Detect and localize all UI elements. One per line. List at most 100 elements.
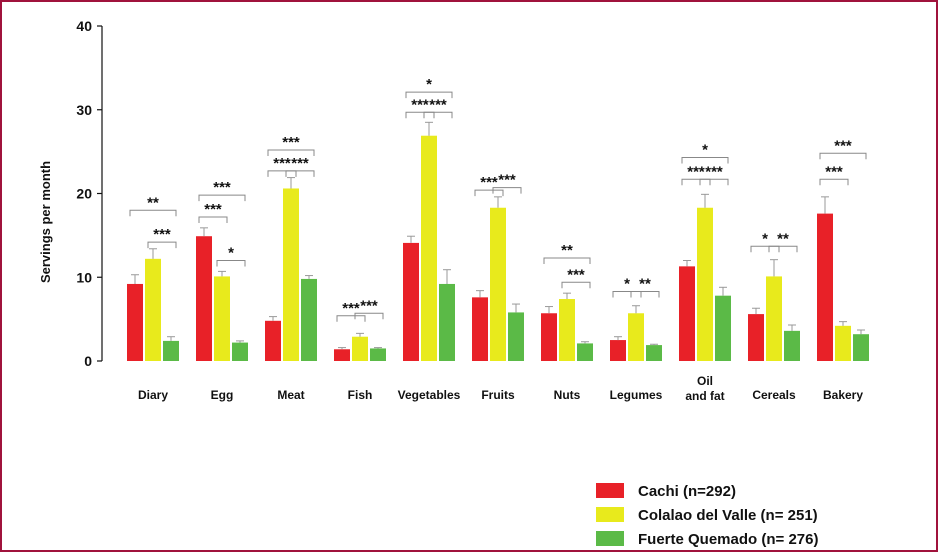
significance-label: *** xyxy=(213,179,231,196)
bar xyxy=(163,340,179,361)
y-tick-label: 30 xyxy=(76,102,92,118)
significance-bracket xyxy=(336,315,366,322)
category-label: Vegetables xyxy=(398,388,461,402)
category-label: and fat xyxy=(685,389,724,403)
significance-label: ** xyxy=(147,194,159,211)
y-tick-label: 40 xyxy=(76,18,92,34)
y-tick-label: 0 xyxy=(84,353,92,369)
significance-bracket xyxy=(267,149,315,156)
significance-bracket xyxy=(492,187,522,194)
significance-bracket xyxy=(354,312,384,320)
significance-label: * xyxy=(624,275,630,292)
bar xyxy=(490,207,506,361)
category-label: Oil xyxy=(697,374,713,388)
significance-bracket xyxy=(405,91,453,99)
bar xyxy=(610,340,626,361)
bar xyxy=(196,236,212,361)
significance-label: * xyxy=(702,141,708,158)
significance-label: * xyxy=(762,230,768,247)
legend-swatch xyxy=(596,507,624,522)
bar xyxy=(748,314,764,361)
category-label: Fish xyxy=(348,388,373,402)
significance-bracket xyxy=(474,189,504,197)
significance-bracket xyxy=(405,111,435,119)
significance-label: * xyxy=(426,76,432,93)
bar xyxy=(403,242,419,361)
significance-label: * xyxy=(228,245,234,262)
category-label: Meat xyxy=(277,388,304,402)
bar xyxy=(766,276,782,361)
y-tick-label: 20 xyxy=(76,186,92,202)
significance-bracket xyxy=(147,241,177,249)
bar xyxy=(232,342,248,361)
bar xyxy=(559,299,575,361)
legend-label: Colalao del Valle (n= 251) xyxy=(638,507,818,524)
significance-bracket xyxy=(216,260,246,267)
significance-bracket xyxy=(423,111,453,119)
legend: Cachi (n=292) Colalao del Valle (n= 251) F… xyxy=(596,483,818,548)
legend-swatch xyxy=(596,531,624,546)
significance-bracket xyxy=(285,170,315,177)
bar xyxy=(265,320,281,361)
category-labels: Diary Egg Meat Fish Vegetables Fruits Nuts Legu… xyxy=(138,374,863,403)
bar xyxy=(370,348,386,361)
bar xyxy=(646,345,662,361)
significance-label: *** xyxy=(825,163,843,180)
legend-label: Fuerte Quemado (n= 276) xyxy=(638,531,818,548)
significance-bracket xyxy=(750,245,780,253)
significance-bracket xyxy=(198,216,228,223)
significance-label: *** xyxy=(153,226,171,243)
bar xyxy=(352,336,368,361)
significance-bracket xyxy=(699,178,729,186)
category-label: Fruits xyxy=(481,388,515,402)
y-tick-label: 10 xyxy=(76,269,92,285)
bar xyxy=(127,283,143,361)
significance-bracket xyxy=(630,290,660,298)
significance-label: *** xyxy=(567,266,585,283)
significance-bracket xyxy=(267,170,297,177)
bar xyxy=(214,276,230,361)
bar xyxy=(439,283,455,361)
category-label: Legumes xyxy=(610,388,663,402)
bar xyxy=(679,266,695,361)
bar xyxy=(472,297,488,361)
bar xyxy=(835,325,851,361)
significance-bracket xyxy=(819,152,867,160)
y-axis-label: Servings per month xyxy=(38,161,53,283)
significance-label: *** xyxy=(687,163,705,180)
significance-label: *** xyxy=(204,201,222,218)
category-label: Bakery xyxy=(823,388,863,402)
significance-label: ** xyxy=(639,275,651,292)
significance-label: *** xyxy=(282,134,300,151)
significance-bracket xyxy=(543,257,591,264)
significance-label: *** xyxy=(705,163,723,180)
significance-label: *** xyxy=(834,137,852,154)
category-label: Cereals xyxy=(752,388,796,402)
significance-bracket xyxy=(768,245,798,253)
significance-label: *** xyxy=(360,297,378,314)
bar xyxy=(283,188,299,361)
significance-bracket xyxy=(681,178,711,186)
bar xyxy=(577,343,593,361)
axes: 0 10 20 30 40 xyxy=(76,18,103,369)
significance-label: *** xyxy=(342,300,360,317)
significance-label: *** xyxy=(429,96,447,113)
significance-label: *** xyxy=(411,96,429,113)
significance-bracket xyxy=(129,209,177,217)
bar xyxy=(421,135,437,361)
significance-group: *************** ********* ****** ******* ***… xyxy=(129,76,867,322)
category-label: Nuts xyxy=(554,388,581,402)
bars-group xyxy=(127,121,869,361)
bar xyxy=(145,258,161,361)
bar xyxy=(817,213,833,361)
bar xyxy=(784,330,800,361)
significance-label: *** xyxy=(480,174,498,191)
category-label: Diary xyxy=(138,388,168,402)
bar xyxy=(508,312,524,361)
significance-label: ** xyxy=(777,230,789,247)
significance-bracket xyxy=(819,178,849,186)
bar xyxy=(697,207,713,361)
significance-bracket xyxy=(198,194,246,202)
